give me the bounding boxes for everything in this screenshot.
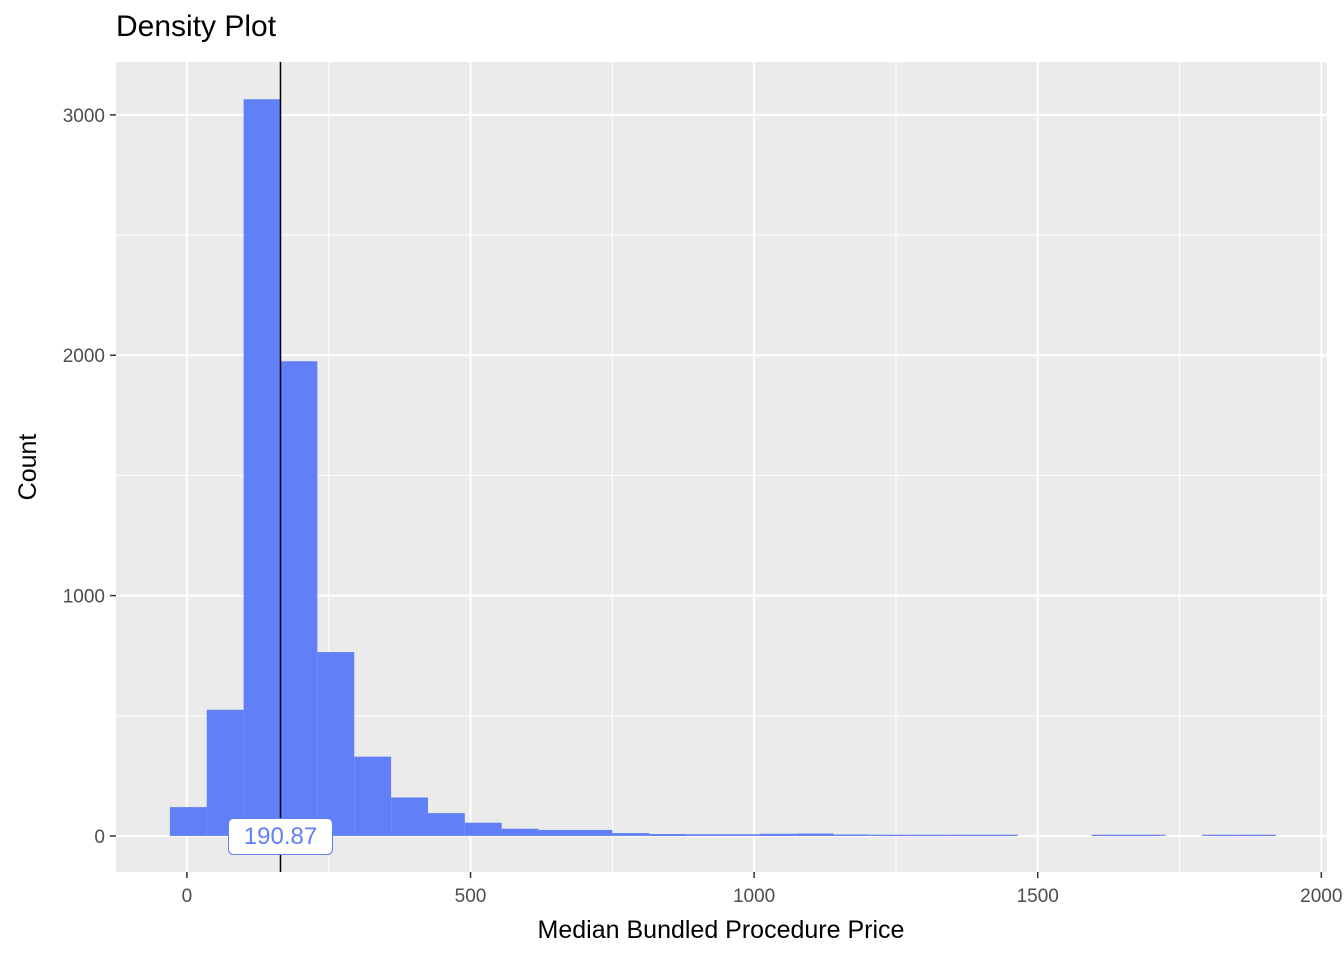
histogram-bar xyxy=(981,834,1018,836)
y-tick-label: 0 xyxy=(94,827,105,848)
x-tick-label: 500 xyxy=(455,886,487,907)
histogram-bar xyxy=(317,652,355,836)
x-axis: 0 500 1000 1500 2000 xyxy=(182,872,1342,907)
histogram-bar xyxy=(206,709,244,836)
histogram-bar xyxy=(464,822,502,836)
histogram-bar xyxy=(1091,834,1129,836)
histogram-bar xyxy=(169,807,207,836)
y-tick-label: 1000 xyxy=(63,587,105,608)
chart-title: Density Plot xyxy=(116,10,277,43)
histogram-bar xyxy=(538,829,576,836)
histogram-bar xyxy=(649,834,687,836)
y-tick-label: 3000 xyxy=(63,106,105,127)
x-tick-label: 2000 xyxy=(1300,886,1342,907)
histogram-bar xyxy=(391,797,428,836)
histogram-bar xyxy=(575,829,613,836)
x-axis-title: Median Bundled Procedure Price xyxy=(538,916,905,944)
median-label-text: 190.87 xyxy=(244,823,317,850)
x-tick-label: 1500 xyxy=(1017,886,1059,907)
histogram-bar xyxy=(870,834,908,836)
histogram-bar xyxy=(501,828,539,836)
histogram-bar xyxy=(1239,834,1276,836)
histogram-bar xyxy=(796,833,834,836)
median-label-box xyxy=(227,817,333,855)
histogram-bar xyxy=(1202,834,1240,836)
histogram-bars xyxy=(169,99,1276,836)
histogram-bar xyxy=(280,361,318,836)
y-tick-label: 2000 xyxy=(63,346,105,367)
histogram-bar xyxy=(722,834,760,836)
histogram-bar xyxy=(944,834,981,836)
y-axis: 0 1000 2000 3000 xyxy=(63,106,116,848)
median-label: 190.87 xyxy=(227,817,333,855)
histogram-bar xyxy=(243,99,281,836)
histogram-bar xyxy=(759,833,797,836)
histogram-bar xyxy=(833,834,871,836)
x-tick-label: 0 xyxy=(182,886,193,907)
y-axis-title: Count xyxy=(14,434,42,501)
histogram-bar xyxy=(354,756,392,836)
histogram-bar xyxy=(686,834,723,836)
histogram-bar xyxy=(1128,834,1166,836)
x-tick-label: 1000 xyxy=(733,886,775,907)
histogram-bar xyxy=(907,834,945,836)
histogram-bar xyxy=(427,813,465,836)
histogram-bar xyxy=(612,833,650,836)
